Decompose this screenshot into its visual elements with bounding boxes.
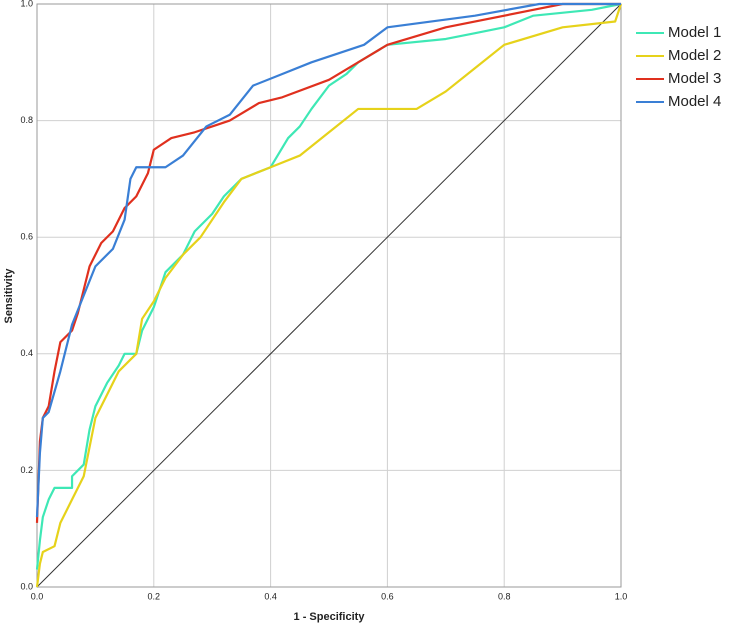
roc-curve — [35, 3, 623, 588]
x-tick-label: 0.6 — [381, 591, 394, 601]
y-tick-label: 0.0 — [20, 581, 33, 591]
x-tick-label: 0.2 — [148, 591, 161, 601]
x-tick-label: 0.4 — [264, 591, 277, 601]
y-tick-label: 0.4 — [20, 348, 33, 358]
reference-line — [36, 3, 622, 588]
legend-text: Model 2 — [668, 47, 721, 64]
y-tick-label: 0.6 — [20, 232, 33, 242]
legend-text: Model 3 — [668, 70, 721, 87]
roc-curve — [35, 2, 622, 570]
plot-frame — [36, 3, 622, 588]
y-axis-title: Sensitivity — [3, 268, 15, 324]
y-tick-label: 0.8 — [20, 115, 33, 125]
y-tick-label: 0.2 — [20, 465, 33, 475]
roc-curve — [35, 2, 621, 518]
x-tick-label: 0.8 — [498, 591, 511, 601]
x-tick-label: 1.0 — [615, 591, 628, 601]
x-axis-title: 1 - Specificity — [294, 611, 366, 623]
roc-curve — [35, 2, 621, 523]
y-tick-label: 1.0 — [20, 0, 33, 8]
x-tick-label: 0.0 — [31, 591, 44, 601]
legend-text: Model 4 — [668, 93, 721, 110]
legend-text: Model 1 — [668, 24, 721, 41]
